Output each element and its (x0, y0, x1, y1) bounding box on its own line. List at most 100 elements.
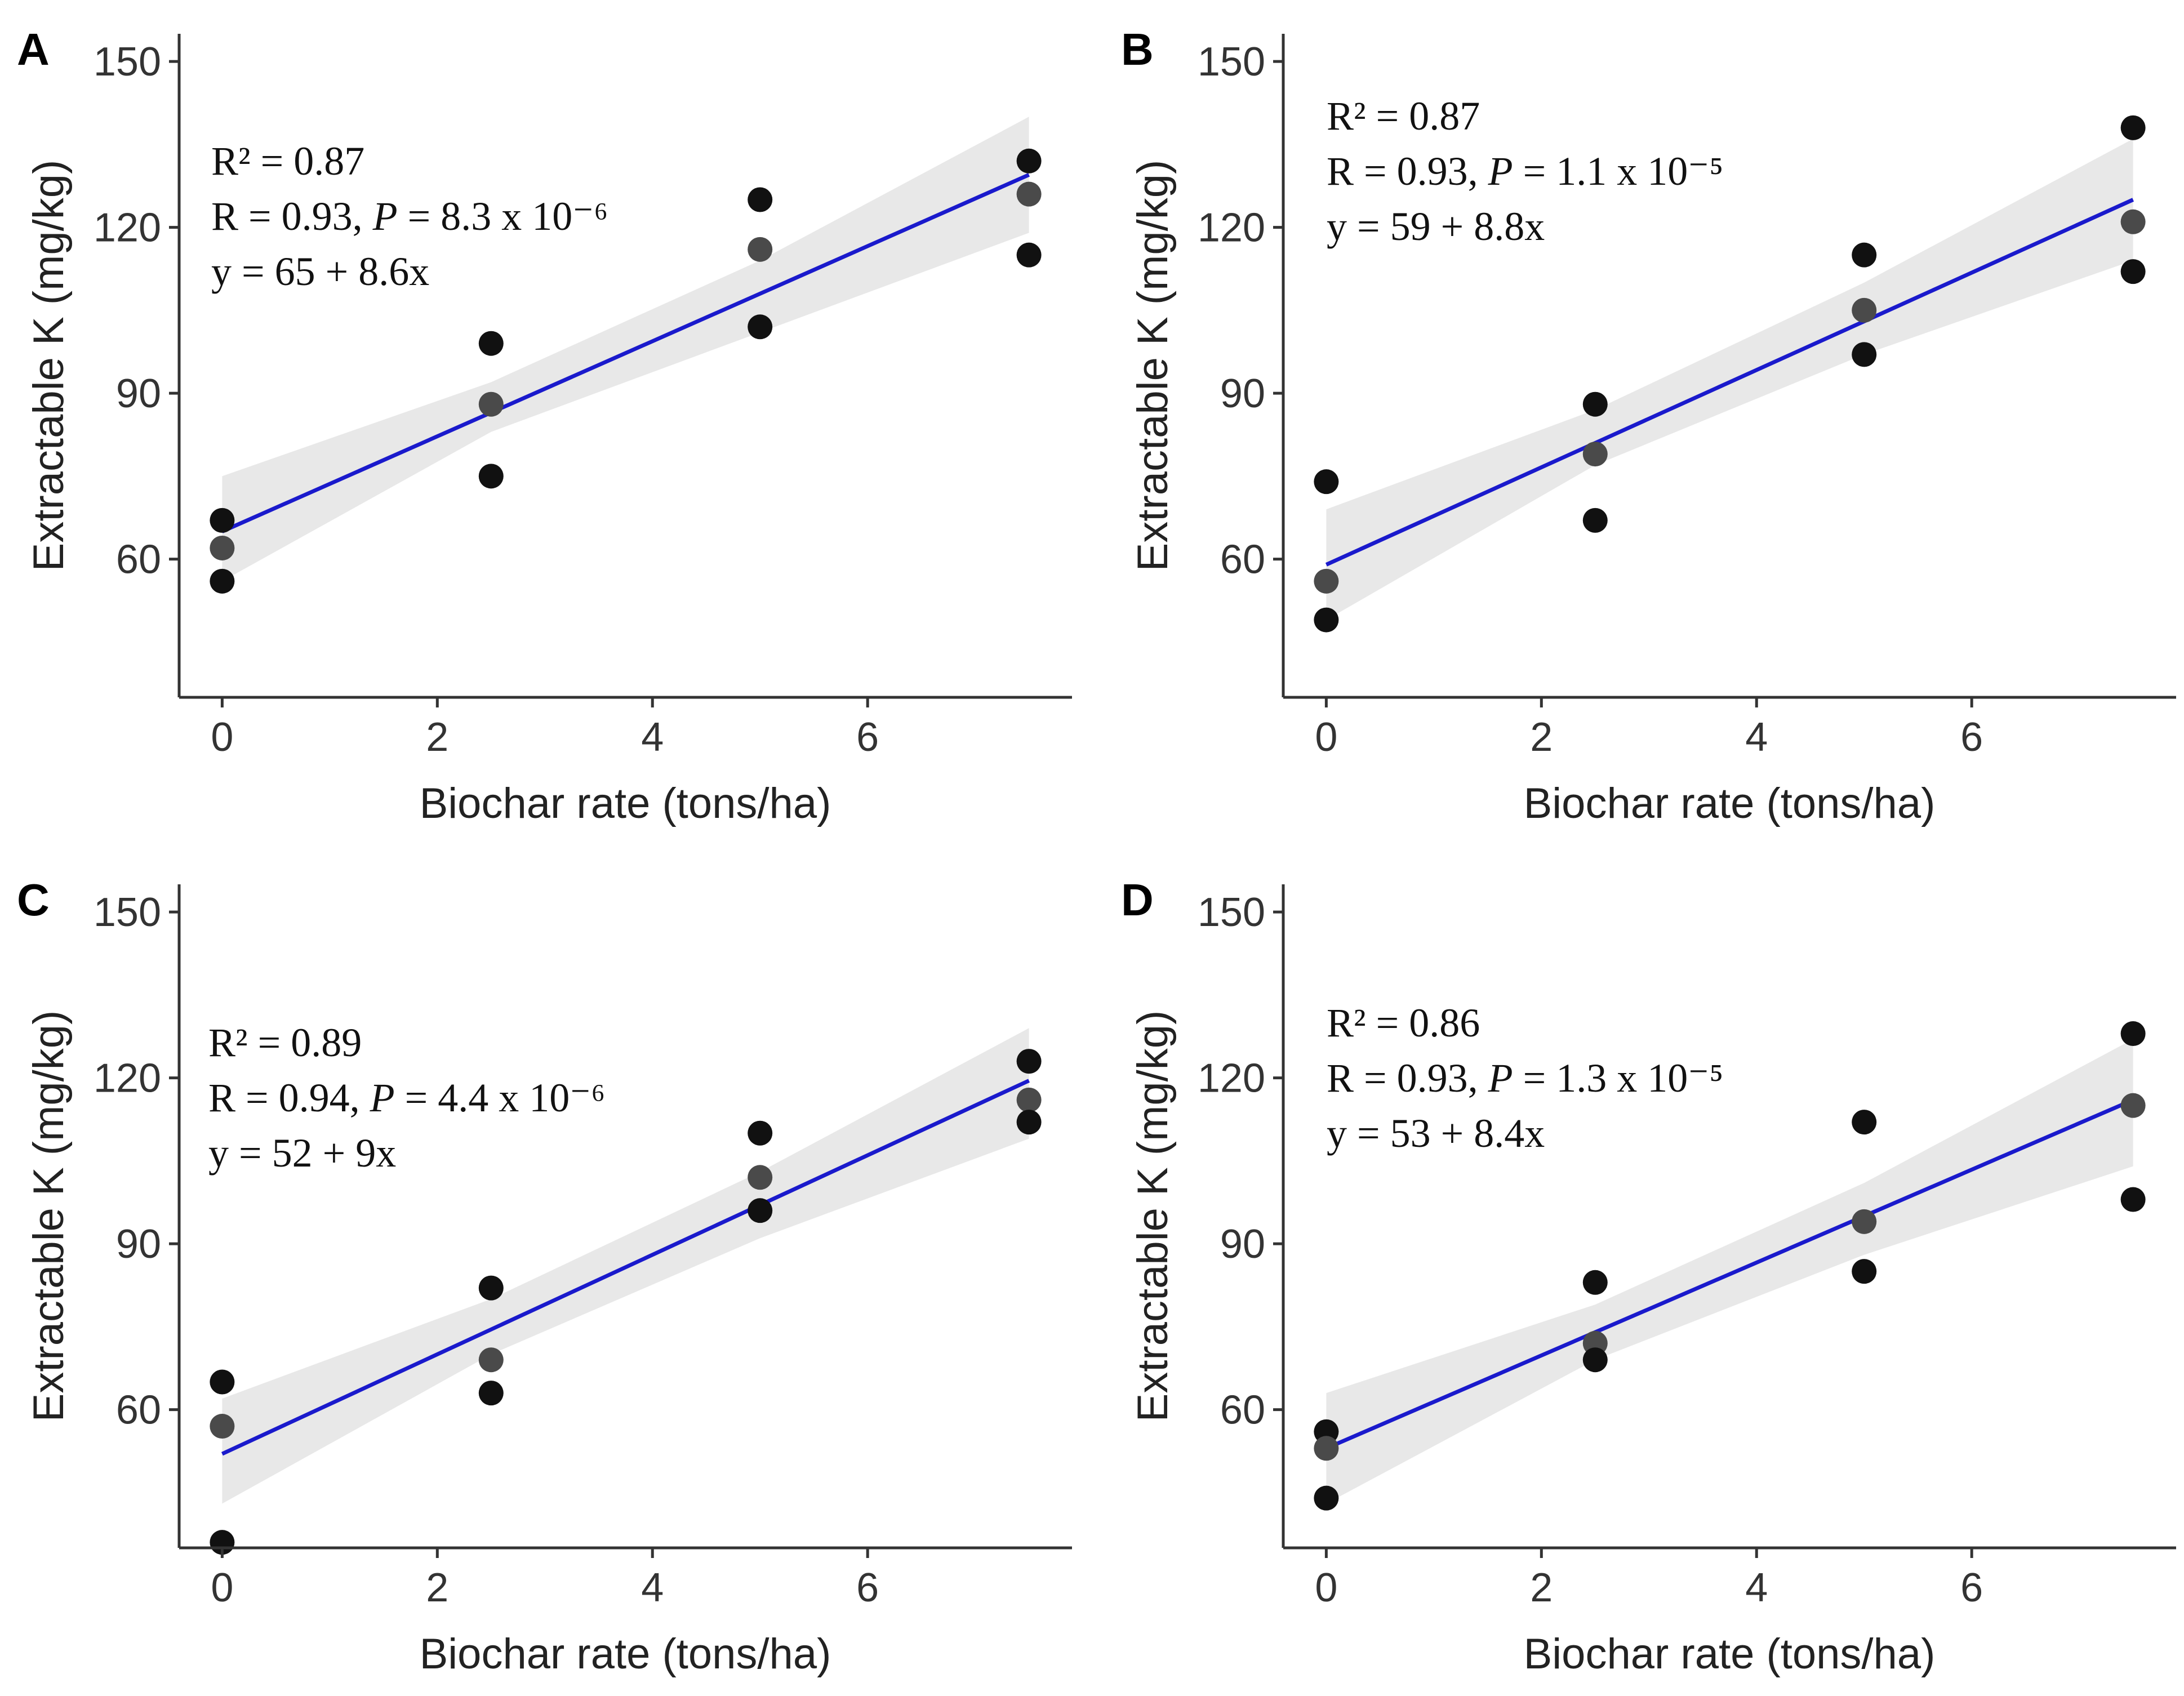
data-point (2120, 1187, 2146, 1212)
data-point (2120, 1093, 2146, 1118)
data-point (748, 1165, 773, 1190)
x-tick-label: 0 (1315, 1565, 1337, 1610)
data-point (1314, 568, 1339, 594)
correlation-text: R = 0.93, P = 8.3 x 10⁻⁶ (211, 194, 608, 239)
stats-annotation: R² = 0.89 R = 0.94, P = 4.4 x 10⁻⁶ y = 5… (208, 1020, 605, 1176)
regression-line (1325, 1098, 2134, 1450)
x-tick-label: 0 (211, 1565, 233, 1610)
x-tick-label: 2 (1530, 1565, 1553, 1610)
r-value-text: R = 0.93, (211, 194, 373, 239)
data-point (210, 1414, 235, 1439)
data-point (1582, 391, 1608, 417)
y-tick-label: 150 (94, 39, 161, 84)
data-point (1852, 1259, 1877, 1284)
y-tick-label: 90 (116, 1222, 161, 1267)
x-tick-label: 0 (211, 715, 233, 760)
stats-annotation: R² = 0.87 R = 0.93, P = 1.1 x 10⁻⁵ y = 5… (1327, 94, 1723, 249)
data-point (2120, 115, 2146, 140)
p-value-text: = 1.3 x 10⁻⁵ (1513, 1056, 1724, 1101)
regression-equation: y = 65 + 8.6x (211, 249, 429, 294)
y-axis-title: Extractable K (mg/kg) (25, 160, 73, 572)
panel-b: 0 2 4 6 60 90 120 150 B Extractable K (mg/kg) B… (1121, 24, 2176, 827)
x-axis-title: Biochar rate (tons/ha) (1524, 780, 1936, 827)
panel-label: D (1121, 875, 1154, 925)
y-tick-label: 150 (1198, 890, 1265, 935)
p-symbol: P (1488, 149, 1513, 194)
y-tick-label: 60 (1220, 1388, 1265, 1433)
x-tick-label: 4 (1745, 715, 1768, 760)
x-tick-label: 2 (426, 715, 448, 760)
panel-label: B (1121, 24, 1154, 74)
p-symbol: P (1488, 1056, 1513, 1101)
r-squared-text: R² = 0.87 (1327, 94, 1480, 139)
data-point (1016, 148, 1042, 173)
panel-label: C (17, 875, 50, 925)
confidence-band (1326, 1039, 2133, 1504)
data-point (2120, 209, 2146, 234)
p-value-text: = 8.3 x 10⁻⁶ (398, 194, 608, 239)
regression-equation: y = 52 + 9x (208, 1130, 396, 1176)
stats-annotation: R² = 0.87 R = 0.93, P = 8.3 x 10⁻⁶ y = 6… (211, 139, 608, 294)
data-point (478, 391, 504, 417)
x-tick-label: 4 (641, 1565, 664, 1610)
regression-line (221, 173, 1030, 533)
x-tick-label: 6 (1960, 1565, 1983, 1610)
y-axis-title: Extractable K (mg/kg) (25, 1011, 73, 1422)
data-point (1314, 469, 1339, 495)
r-squared-text: R² = 0.89 (208, 1020, 362, 1065)
panel-c: 0 2 4 6 60 90 120 150 C Extractable K (mg/kg) B… (17, 875, 1072, 1678)
x-tick-label: 0 (1315, 715, 1337, 760)
data-point (2120, 1021, 2146, 1047)
y-tick-label: 120 (1198, 1056, 1265, 1101)
y-tick-label: 60 (116, 537, 161, 582)
x-axis-title: Biochar rate (tons/ha) (420, 780, 831, 827)
y-tick-label: 120 (1198, 206, 1265, 251)
r-value-text: R = 0.93, (1327, 149, 1488, 194)
correlation-text: R = 0.93, P = 1.1 x 10⁻⁵ (1327, 149, 1723, 194)
stats-annotation: R² = 0.86 R = 0.93, P = 1.3 x 10⁻⁵ y = 5… (1327, 1000, 1723, 1156)
p-symbol: P (370, 1075, 395, 1120)
y-tick-label: 90 (1220, 371, 1265, 416)
data-point (748, 187, 773, 212)
y-tick-label: 90 (116, 371, 161, 416)
data-point (1582, 1347, 1608, 1373)
p-value-text: = 4.4 x 10⁻⁶ (395, 1075, 606, 1120)
x-tick-label: 6 (856, 715, 879, 760)
r-value-text: R = 0.93, (1327, 1056, 1488, 1101)
data-point (748, 237, 773, 262)
x-tick-label: 6 (856, 1565, 879, 1610)
r-squared-text: R² = 0.86 (1327, 1000, 1480, 1045)
y-tick-label: 120 (94, 206, 161, 251)
data-point (478, 331, 504, 356)
data-point (1852, 342, 1877, 367)
data-point (748, 314, 773, 340)
confidence-band (222, 117, 1029, 581)
y-axis-title: Extractable K (mg/kg) (1129, 160, 1177, 572)
panel-d: 0 2 4 6 60 90 120 150 D Extractable K (mg/kg) B… (1121, 875, 2176, 1678)
data-point (1852, 297, 1877, 323)
y-tick-label: 60 (1220, 537, 1265, 582)
data-point (1016, 1110, 1042, 1135)
x-tick-label: 2 (1530, 715, 1553, 760)
data-point (1016, 1087, 1042, 1112)
panel-a: 0 2 4 6 60 90 120 150 A Extractable K (mg/kg) B… (17, 24, 1072, 827)
x-tick-label: 2 (426, 1565, 448, 1610)
y-axis-title: Extractable K (mg/kg) (1129, 1011, 1177, 1422)
y-tick-label: 90 (1220, 1222, 1265, 1267)
regression-equation: y = 59 + 8.8x (1327, 204, 1545, 249)
x-axis-title: Biochar rate (tons/ha) (1524, 1630, 1936, 1678)
data-point (1016, 181, 1042, 207)
p-value-text: = 1.1 x 10⁻⁵ (1513, 149, 1724, 194)
data-point (1852, 242, 1877, 268)
panel-label: A (17, 24, 50, 74)
data-point (1016, 1049, 1042, 1074)
correlation-text: R = 0.94, P = 4.4 x 10⁻⁶ (208, 1075, 605, 1120)
data-point (210, 508, 235, 533)
data-point (478, 1347, 504, 1373)
data-point (210, 568, 235, 594)
r-squared-text: R² = 0.87 (211, 139, 364, 184)
data-point (1582, 508, 1608, 533)
correlation-text: R = 0.93, P = 1.3 x 10⁻⁵ (1327, 1056, 1723, 1101)
regression-line (221, 1079, 1030, 1456)
